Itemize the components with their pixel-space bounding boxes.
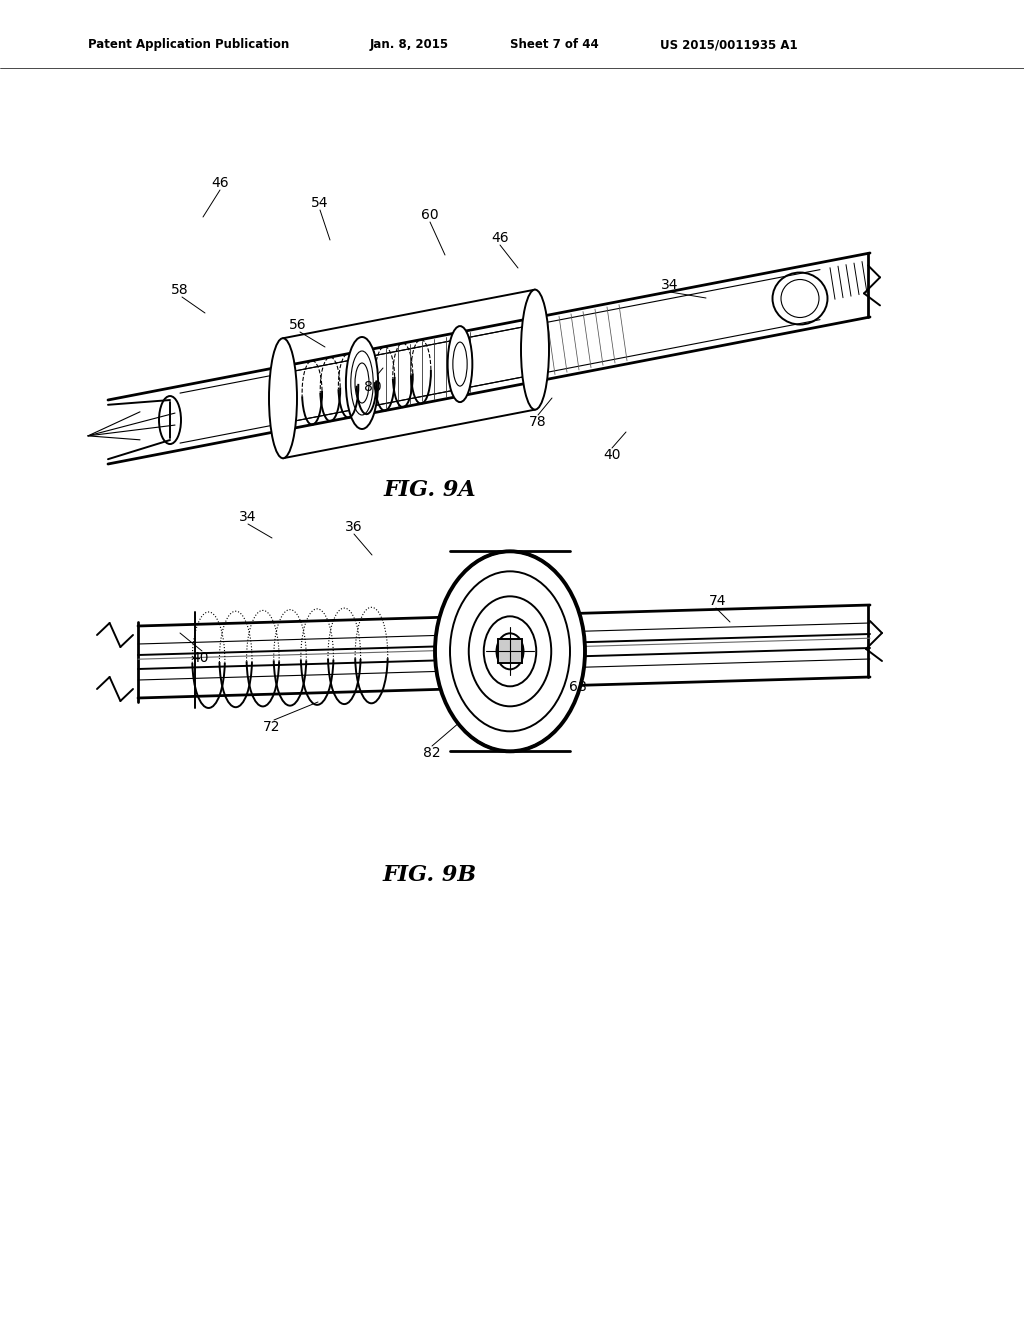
Text: 80: 80 <box>365 380 382 393</box>
Text: 40: 40 <box>603 447 621 462</box>
Text: 46: 46 <box>211 176 228 190</box>
Text: 56: 56 <box>289 318 307 333</box>
Text: 82: 82 <box>423 746 440 760</box>
Bar <box>498 639 522 664</box>
Text: 60: 60 <box>421 209 439 222</box>
Text: Patent Application Publication: Patent Application Publication <box>88 38 289 51</box>
Text: 74: 74 <box>710 594 727 609</box>
Text: FIG. 9A: FIG. 9A <box>384 479 476 502</box>
Ellipse shape <box>521 289 549 409</box>
Text: 34: 34 <box>662 279 679 292</box>
Text: 34: 34 <box>240 510 257 524</box>
Text: 54: 54 <box>311 195 329 210</box>
Ellipse shape <box>447 326 472 403</box>
Ellipse shape <box>435 552 585 751</box>
Text: 40: 40 <box>191 651 209 665</box>
Text: 68: 68 <box>569 680 587 694</box>
Text: FIG. 9B: FIG. 9B <box>383 865 477 886</box>
Text: US 2015/0011935 A1: US 2015/0011935 A1 <box>660 38 798 51</box>
Text: 46: 46 <box>492 231 509 246</box>
Text: Jan. 8, 2015: Jan. 8, 2015 <box>370 38 450 51</box>
Text: Sheet 7 of 44: Sheet 7 of 44 <box>510 38 599 51</box>
Text: 78: 78 <box>529 414 547 429</box>
Text: 36: 36 <box>345 520 362 535</box>
Text: 58: 58 <box>171 282 188 297</box>
Ellipse shape <box>346 337 378 429</box>
Ellipse shape <box>269 338 297 458</box>
Text: 72: 72 <box>263 719 281 734</box>
